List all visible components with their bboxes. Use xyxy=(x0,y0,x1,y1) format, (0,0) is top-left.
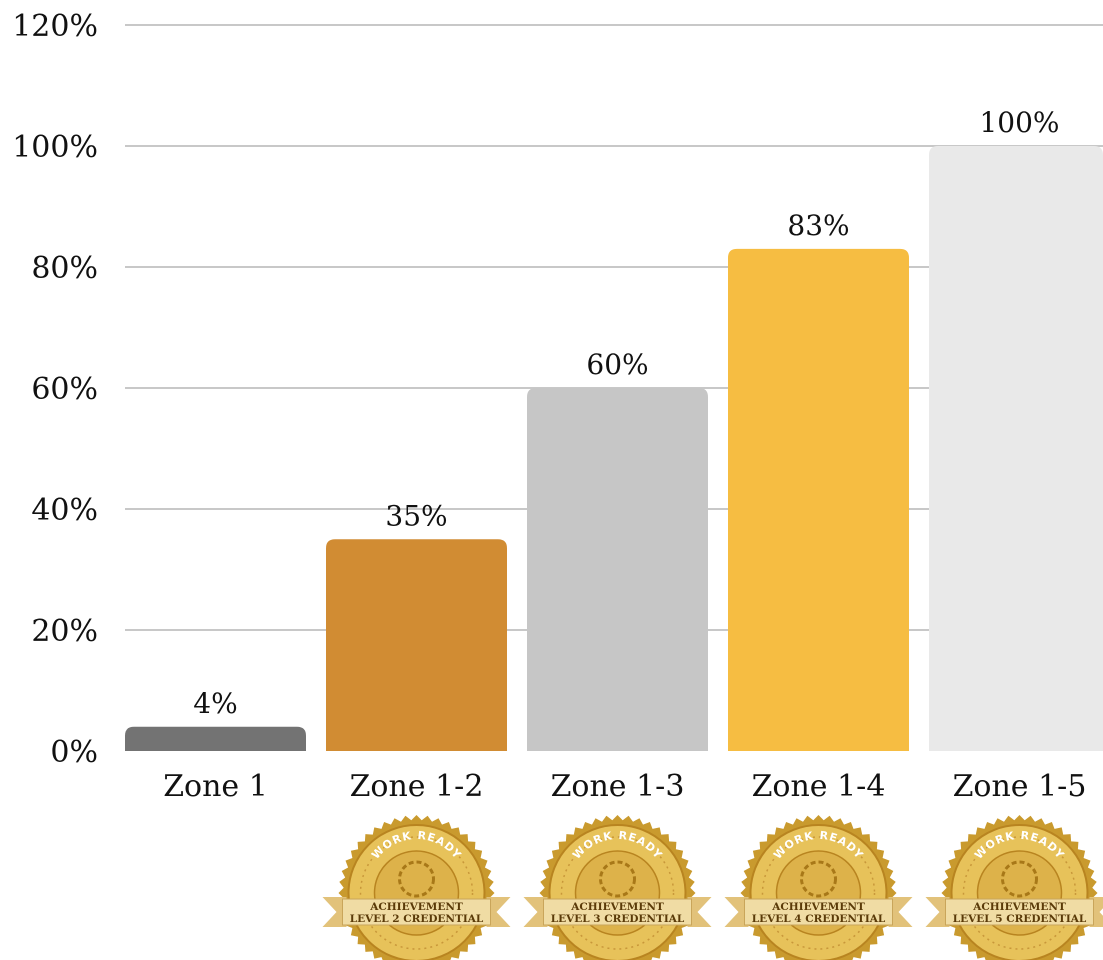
bar-data-label: 100% xyxy=(979,106,1059,139)
y-tick-label: 0% xyxy=(50,735,98,770)
bar xyxy=(326,539,507,751)
bar xyxy=(125,726,306,751)
bar-data-label: 83% xyxy=(787,209,849,242)
y-axis-tick-labels: 0% 20% 40% 60% 80% 100% 120% xyxy=(12,9,98,770)
badge-dots xyxy=(761,836,876,950)
category-label: Zone 1-4 xyxy=(752,769,886,804)
y-tick-label: 60% xyxy=(31,372,98,407)
bar-data-label: 4% xyxy=(193,687,237,720)
badge-dots xyxy=(560,836,675,950)
bar xyxy=(929,146,1103,751)
bar-data-label: 35% xyxy=(385,499,447,532)
category-label: Zone 1-2 xyxy=(350,769,484,804)
badge-line-2: LEVEL 4 CREDENTIAL xyxy=(752,913,886,925)
y-tick-label: 120% xyxy=(12,9,98,44)
badge-line-1: ACHIEVEMENT xyxy=(771,901,865,913)
bar-data-label: 60% xyxy=(586,348,648,381)
badge-line-2: LEVEL 3 CREDENTIAL xyxy=(551,913,685,925)
category-label: Zone 1 xyxy=(163,769,268,804)
ribbon-tail-left xyxy=(724,897,749,927)
bars xyxy=(125,146,1103,751)
gear-icon xyxy=(800,860,837,898)
y-tick-label: 20% xyxy=(31,614,98,649)
ribbon-tail-right xyxy=(687,897,712,927)
bar xyxy=(527,388,708,751)
ribbon-tail-right xyxy=(486,897,511,927)
badge-dots xyxy=(962,836,1077,950)
ribbon xyxy=(543,898,692,926)
ribbon xyxy=(342,898,491,926)
ribbon-tail-right xyxy=(888,897,913,927)
badge-line-2: LEVEL 5 CREDENTIAL xyxy=(953,913,1087,925)
category-label: Zone 1-5 xyxy=(953,769,1087,804)
ribbon xyxy=(744,898,893,926)
badge-line-1: ACHIEVEMENT xyxy=(369,901,463,913)
data-labels: 4% 35% 60% 83% 100% xyxy=(193,106,1059,720)
ribbon xyxy=(945,898,1094,926)
gear-icon xyxy=(398,860,435,898)
ribbon-tail-left xyxy=(925,897,950,927)
gear-icon xyxy=(1001,860,1038,898)
y-tick-label: 100% xyxy=(12,130,98,165)
badge-line-1: ACHIEVEMENT xyxy=(570,901,664,913)
bar xyxy=(728,248,909,751)
x-axis-category-labels: Zone 1 Zone 1-2 Zone 1-3 Zone 1-4 Zone 1-5 xyxy=(163,769,1086,804)
ribbon-tail-left xyxy=(322,897,347,927)
y-tick-label: 40% xyxy=(31,493,98,528)
badge-dots xyxy=(359,836,474,950)
y-tick-label: 80% xyxy=(31,251,98,286)
category-label: Zone 1-3 xyxy=(551,769,685,804)
badge-line-2: LEVEL 2 CREDENTIAL xyxy=(350,913,484,925)
badge-line-1: ACHIEVEMENT xyxy=(972,901,1066,913)
ribbon-tail-left xyxy=(523,897,548,927)
gear-icon xyxy=(599,860,636,898)
